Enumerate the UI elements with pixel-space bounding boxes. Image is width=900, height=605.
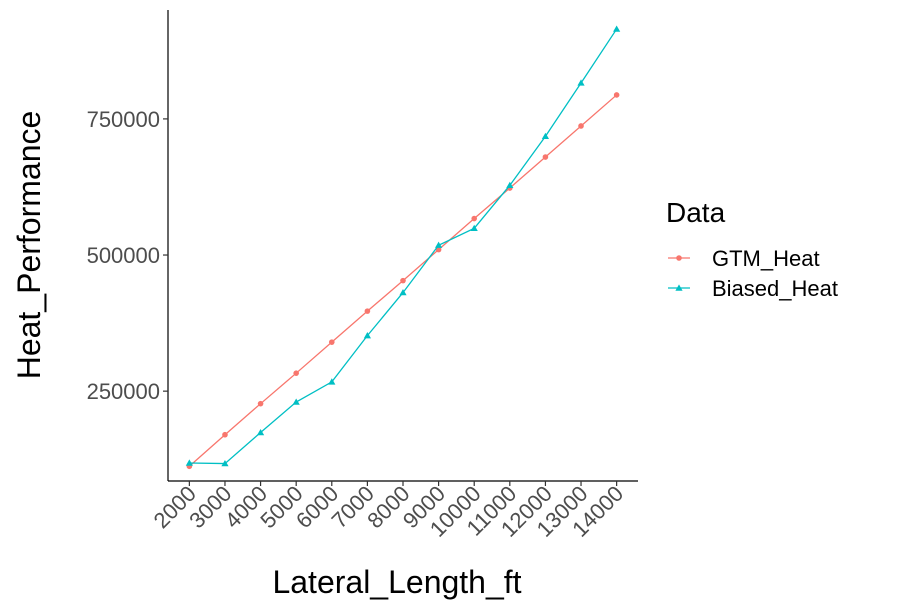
legend-title: Data	[666, 197, 726, 228]
legend-label-biased-heat: Biased_Heat	[712, 276, 838, 301]
data-point-biased-heat	[363, 332, 371, 339]
data-point-gtm-heat	[364, 308, 371, 314]
data-point-gtm-heat	[257, 400, 264, 407]
legend: Data GTM_Heat Biased_Heat	[666, 197, 838, 301]
data-point-gtm-heat	[613, 92, 620, 98]
data-point-biased-heat	[185, 459, 193, 466]
y-axis-title: Heat_Performance	[11, 111, 47, 380]
data-point-biased-heat	[328, 378, 336, 385]
y-axis: 250000 500000 750000	[87, 10, 169, 481]
y-tick-label: 500000	[87, 243, 160, 268]
data-point-gtm-heat	[471, 215, 478, 222]
data-point-gtm-heat	[293, 370, 299, 376]
data-point-biased-heat	[435, 241, 443, 248]
data-point-gtm-heat	[222, 431, 228, 438]
data-point-biased-heat	[577, 79, 585, 86]
data-point-biased-heat	[399, 289, 407, 296]
legend-label-gtm-heat: GTM_Heat	[712, 246, 820, 271]
x-axis: 2000300040005000600070008000900010000110…	[149, 480, 638, 542]
x-axis-title: Lateral_Length_ft	[272, 564, 521, 600]
legend-key-marker-biased-heat	[675, 284, 683, 291]
data-point-biased-heat	[470, 224, 478, 232]
data-point-biased-heat	[541, 132, 550, 140]
data-point-biased-heat	[613, 25, 621, 32]
data-point-gtm-heat	[400, 277, 406, 284]
data-point-gtm-heat	[435, 246, 442, 253]
data-point-biased-heat	[292, 398, 300, 405]
data-point-biased-heat	[256, 428, 265, 436]
legend-key-marker-gtm-heat	[676, 255, 682, 261]
data-point-biased-heat	[506, 181, 514, 189]
y-tick-label: 750000	[87, 107, 160, 132]
data-point-gtm-heat	[578, 123, 584, 129]
data-point-gtm-heat	[542, 154, 549, 160]
plot-area	[185, 25, 621, 470]
data-point-biased-heat	[221, 459, 229, 467]
data-point-gtm-heat	[328, 339, 335, 345]
y-tick-label: 250000	[87, 379, 160, 404]
series-line-biased-heat	[189, 28, 618, 465]
